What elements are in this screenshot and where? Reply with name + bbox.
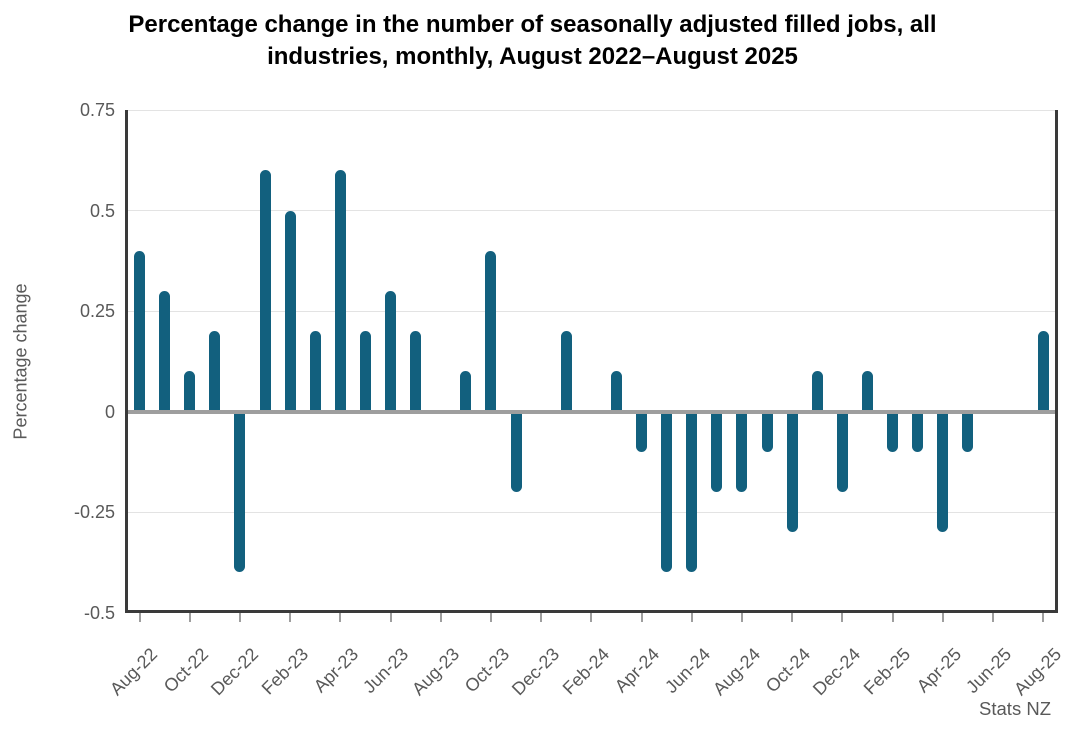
gridline xyxy=(125,511,1057,513)
x-tick-label: Jun-24 xyxy=(660,644,714,698)
x-tick-mark xyxy=(238,612,241,622)
x-tick-label: Feb-24 xyxy=(558,644,614,699)
x-tick-mark xyxy=(1042,612,1045,622)
x-tick-label: Oct-23 xyxy=(460,644,514,697)
bar xyxy=(259,170,271,412)
bar xyxy=(560,331,572,412)
bar xyxy=(485,250,497,412)
x-tick-label: Oct-22 xyxy=(159,644,212,697)
x-tick-mark xyxy=(138,612,141,622)
x-tick-mark xyxy=(439,612,442,622)
x-tick-mark xyxy=(891,612,894,622)
bar xyxy=(861,371,873,412)
bar xyxy=(284,210,296,412)
y-axis-line xyxy=(125,110,128,613)
zero-baseline xyxy=(125,409,1057,414)
y-tick-label: -0.25 xyxy=(73,502,115,522)
bar xyxy=(912,411,924,452)
x-tick-mark xyxy=(791,612,794,622)
source-attribution: Stats NZ xyxy=(979,698,1051,719)
bar xyxy=(836,411,848,492)
x-tick-label: Dec-23 xyxy=(508,644,564,700)
y-tick-label: 0.75 xyxy=(79,100,115,120)
bar xyxy=(134,250,145,412)
bar xyxy=(385,290,396,412)
x-tick-label: Aug-25 xyxy=(1010,644,1065,700)
x-tick-label: Jun-25 xyxy=(961,644,1016,698)
x-tick-mark xyxy=(590,612,593,622)
x-tick-label: Apr-25 xyxy=(912,644,965,697)
bar xyxy=(661,411,673,573)
bar xyxy=(209,331,221,412)
x-tick-mark xyxy=(289,612,292,622)
bar xyxy=(410,331,422,412)
bar xyxy=(887,411,898,452)
bar xyxy=(234,411,246,573)
x-tick-label: Aug-22 xyxy=(106,644,162,700)
x-tick-label: Aug-24 xyxy=(708,644,765,700)
x-tick-mark xyxy=(540,612,543,622)
gridline xyxy=(125,109,1057,111)
bar xyxy=(460,371,472,412)
bar xyxy=(761,411,773,452)
gridline xyxy=(125,310,1057,312)
x-tick-label: Feb-25 xyxy=(860,644,915,699)
x-tick-label: Feb-23 xyxy=(257,644,313,699)
y-tick-label: -0.5 xyxy=(83,602,115,623)
x-tick-mark xyxy=(188,612,191,622)
x-tick-mark xyxy=(489,612,492,622)
y-tick-label: 0.5 xyxy=(89,200,115,221)
y-tick-label: 0 xyxy=(104,401,115,422)
bar xyxy=(686,411,698,573)
x-tick-label: Dec-24 xyxy=(809,644,865,700)
x-tick-label: Apr-24 xyxy=(611,644,664,697)
bar xyxy=(636,411,647,452)
bar xyxy=(1037,331,1049,412)
x-tick-mark xyxy=(740,612,743,622)
bar xyxy=(184,371,196,412)
gridline xyxy=(125,210,1057,211)
bar xyxy=(309,331,321,412)
chart-title: Percentage change in the number of seaso… xyxy=(0,9,1065,73)
y-tick-label: 0.25 xyxy=(79,301,115,321)
x-tick-label: Apr-23 xyxy=(310,644,363,697)
bar xyxy=(711,411,723,492)
x-tick-mark xyxy=(991,612,994,622)
x-tick-mark xyxy=(389,612,392,622)
bar xyxy=(786,411,798,533)
bar xyxy=(962,411,974,452)
x-tick-mark xyxy=(339,612,342,622)
x-tick-mark xyxy=(841,612,844,622)
x-tick-mark xyxy=(690,612,693,622)
bar xyxy=(510,411,522,492)
x-axis-line xyxy=(125,610,1057,613)
bar xyxy=(610,371,622,412)
x-tick-label: Oct-24 xyxy=(761,644,815,697)
chart-title-line2: industries, monthly, August 2022–August … xyxy=(267,43,798,70)
y-axis-title-container: Percentage change xyxy=(8,110,34,613)
x-tick-label: Jun-23 xyxy=(359,644,413,698)
bar xyxy=(736,411,748,492)
x-tick-mark xyxy=(640,612,643,622)
bar xyxy=(937,411,949,533)
chart-title-line1: Percentage change in the number of seaso… xyxy=(128,11,937,38)
bar xyxy=(159,290,171,412)
x-tick-label: Dec-22 xyxy=(206,644,263,700)
x-tick-label: Aug-23 xyxy=(407,644,463,700)
bar xyxy=(359,331,371,412)
bar xyxy=(811,371,823,412)
right-border-line xyxy=(1055,110,1058,613)
x-tick-mark xyxy=(941,612,944,622)
bar xyxy=(334,170,346,412)
